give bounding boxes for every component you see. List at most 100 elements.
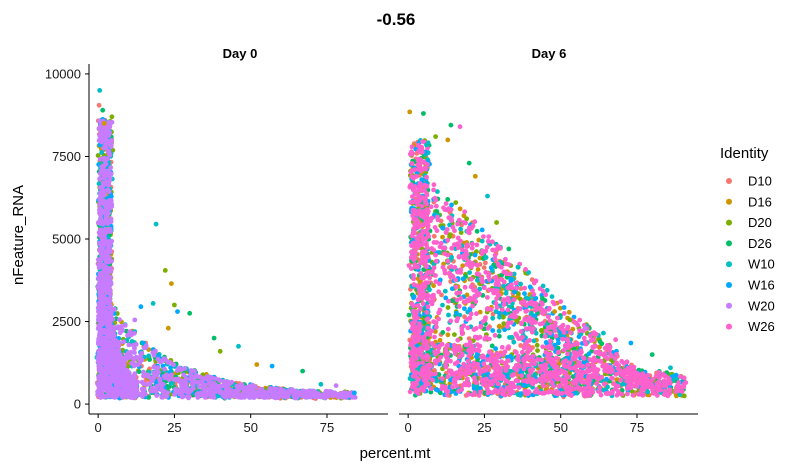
point-w20-day0 <box>104 368 109 374</box>
point-w20-day0 <box>96 301 102 307</box>
point-d16-day6 <box>440 234 445 240</box>
point-w20-day0 <box>105 168 110 174</box>
point-d26-outlier-day0 <box>187 310 193 316</box>
point-d16-day6 <box>457 206 463 212</box>
point-w20-day0 <box>323 388 329 394</box>
point-w20-day0 <box>103 317 109 322</box>
point-w20-day0 <box>289 387 295 392</box>
point-w20-day0 <box>101 163 107 169</box>
point-w20-day0 <box>100 183 106 189</box>
point-w16-outlier-day0 <box>138 304 144 310</box>
x-tick-label: 25 <box>167 420 181 435</box>
point-w10-day6 <box>549 294 555 299</box>
point-w20-day0 <box>105 393 111 399</box>
point-d20-day6 <box>538 328 544 333</box>
point-w20-day0 <box>98 346 103 352</box>
point-w20-day0 <box>129 354 134 360</box>
point-w10-day6 <box>479 238 485 244</box>
point-w20-day0 <box>311 389 317 394</box>
point-w20-day0 <box>123 387 129 393</box>
point-w20-day0 <box>98 206 104 212</box>
point-d20-day6 <box>681 393 687 399</box>
point-d26-day6 <box>445 197 451 202</box>
point-w20-day0 <box>106 254 112 260</box>
point-d20-day6 <box>453 200 459 206</box>
point-w10-day6 <box>440 302 445 308</box>
point-w20-day0 <box>106 149 112 155</box>
point-w20-day0 <box>104 296 110 302</box>
point-w20-day0 <box>195 391 200 396</box>
point-d20-day6 <box>535 348 540 353</box>
point-w16-day6 <box>471 386 477 391</box>
point-w20-day0 <box>110 368 116 374</box>
point-w20-day0 <box>96 323 102 329</box>
facet-panel-day6: 0 25 50 75 <box>399 109 698 435</box>
point-w20-day0 <box>172 392 177 397</box>
point-d26-day6 <box>440 330 446 335</box>
point-w20-day0 <box>184 385 190 391</box>
point-w20-day0 <box>103 204 109 210</box>
point-w20-day0 <box>127 373 132 379</box>
y-tick-label: 7500 <box>52 149 81 164</box>
point-w20-day0 <box>96 357 101 362</box>
point-w20-day0 <box>98 250 104 256</box>
point-w10-day6 <box>483 255 489 260</box>
point-w20-day0 <box>125 333 130 338</box>
point-w20-day0 <box>99 244 105 250</box>
point-w20-day0 <box>141 370 146 375</box>
point-w20-outlier-day0 <box>132 317 138 323</box>
point-w20-day0 <box>179 394 185 400</box>
point-w10-day0 <box>168 380 174 386</box>
point-d20-outlier-day0 <box>162 268 168 273</box>
y-tick-label: 5000 <box>52 232 81 247</box>
point-w20-day0 <box>139 350 145 356</box>
point-d26-day6 <box>496 333 502 339</box>
point-w20-day0 <box>188 372 194 377</box>
point-w20-day0 <box>104 356 109 362</box>
point-w10-day6 <box>446 312 451 318</box>
point-w20-day0 <box>106 119 111 125</box>
point-w20-day0 <box>285 393 291 399</box>
facet-label-day0: Day 0 <box>223 46 258 61</box>
point-w20-day0 <box>121 339 127 345</box>
point-w20-day0 <box>104 286 110 292</box>
point-w16-day0 <box>168 365 174 370</box>
point-w20-day0 <box>97 191 103 197</box>
x-tick-label: 75 <box>320 420 334 435</box>
point-w10-day6 <box>496 328 502 334</box>
point-w20-day0 <box>155 365 161 370</box>
point-w20-day0 <box>132 346 137 351</box>
point-w20-day0 <box>96 126 102 131</box>
point-w20-day0 <box>99 309 105 315</box>
point-w20-day0 <box>233 393 239 399</box>
point-w20-day0 <box>104 220 110 226</box>
point-w20-day0 <box>161 374 167 379</box>
point-w20-day0 <box>176 388 181 393</box>
point-w10-outlier-day0 <box>153 221 159 227</box>
point-w20-day0 <box>182 366 188 371</box>
chart-title: -0.56 <box>377 10 416 29</box>
point-w20-day0 <box>102 275 108 281</box>
point-w20-day0 <box>167 374 173 380</box>
point-w20-day0 <box>98 221 104 226</box>
point-w20-day0 <box>108 359 113 365</box>
point-w10-day6 <box>531 338 537 344</box>
point-w20-day0 <box>116 348 121 353</box>
point-w20-day0 <box>220 383 225 389</box>
points-day0 <box>94 88 358 401</box>
point-w20-day0 <box>102 337 108 343</box>
point-w20-day0 <box>100 296 106 302</box>
point-w20-day0 <box>179 378 184 384</box>
point-w20-day0 <box>275 395 281 400</box>
point-w20-day0 <box>104 212 110 217</box>
point-w10-day6 <box>544 287 550 293</box>
point-w20-day0 <box>162 366 168 372</box>
point-w20-day0 <box>222 395 228 400</box>
point-w20-day0 <box>295 389 300 394</box>
point-d10-day6 <box>483 260 488 266</box>
x-tick-label: 0 <box>95 420 102 435</box>
point-w20-day0 <box>176 365 182 371</box>
point-w10-day6 <box>467 270 472 275</box>
point-w20-day0 <box>100 352 106 358</box>
